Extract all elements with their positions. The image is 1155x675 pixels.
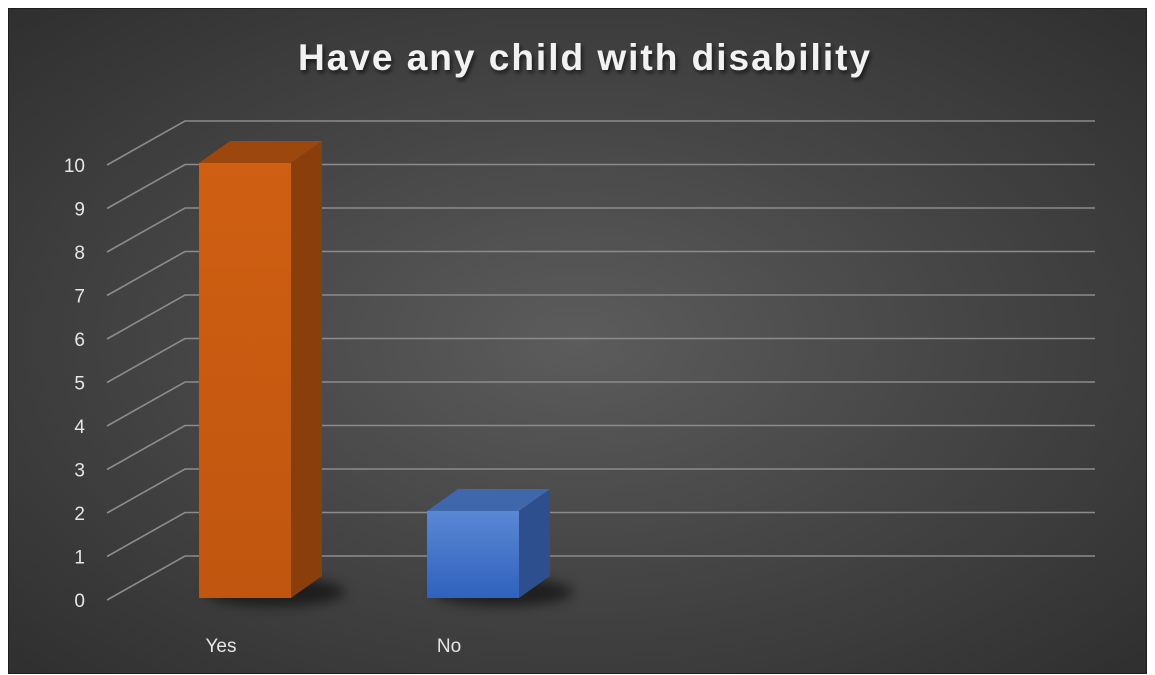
chart-area [8,8,1147,674]
grid-line-1 [106,511,1095,558]
y-tick-label: 9 [74,200,85,221]
x-category-label: No [437,636,461,657]
y-tick-label: 2 [74,504,85,525]
y-tick-label: 6 [74,330,85,351]
y-axis-ticks: 0 1 2 3 4 5 6 7 8 9 10 [64,156,86,612]
grid-line-2 [106,468,1095,514]
grid-lines [106,120,1095,601]
grid-line-0 [106,555,1095,601]
bars [199,141,550,598]
bar-front-yes [199,163,291,598]
grid-line-10 [106,120,1095,166]
grid-line-7 [106,250,1095,297]
y-tick-label: 0 [74,591,85,612]
x-axis-categories: Yes No [206,636,462,657]
grid-line-6 [106,294,1095,340]
y-tick-label: 10 [64,156,85,177]
y-tick-label: 4 [74,417,85,438]
y-tick-label: 7 [74,287,85,308]
grid-line-4 [106,381,1095,427]
bar-side-yes [291,141,322,598]
bar-front-no [427,511,519,598]
grid-line-3 [106,424,1095,471]
y-tick-label: 8 [74,243,85,264]
grid-line-8 [106,207,1095,253]
chart-title: Have any child with disability [298,37,872,78]
grid-line-9 [106,163,1095,210]
grid-line-5 [106,337,1095,384]
bar-side-no [519,489,550,598]
y-tick-label: 1 [74,548,85,569]
y-tick-label: 5 [74,374,85,395]
bar-no [427,489,550,598]
x-category-label: Yes [206,636,237,657]
bar-yes [199,141,322,598]
y-tick-label: 3 [74,461,85,482]
bar-top-no [427,489,550,511]
bar-top-yes [199,141,322,163]
